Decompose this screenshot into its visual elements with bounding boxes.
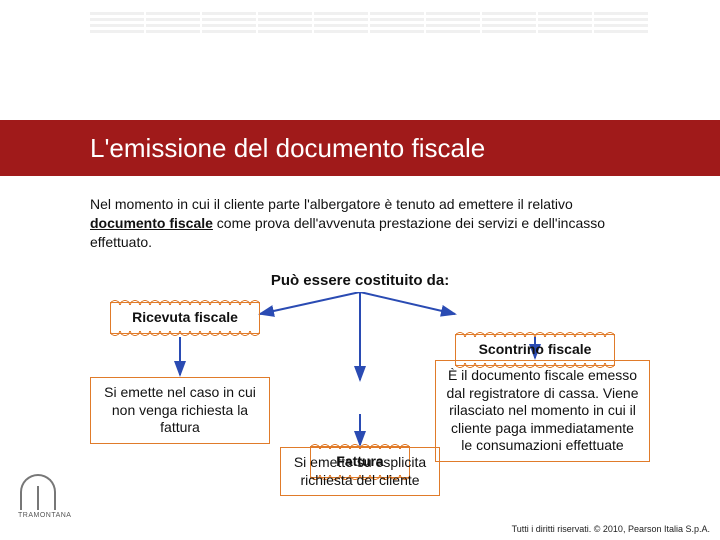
flowchart: Ricevuta fiscaleScontrino fiscaleFattura… bbox=[0, 292, 720, 502]
node-ricevuta: Ricevuta fiscale bbox=[110, 302, 260, 334]
slide: L'emissione del documento fiscale Nel mo… bbox=[0, 0, 720, 540]
intro-bold: documento fiscale bbox=[90, 215, 213, 231]
decorative-top-grid bbox=[90, 12, 650, 38]
intro-pre: Nel momento in cui il cliente parte l'al… bbox=[90, 196, 573, 212]
publisher-logo: TRAMONTANA bbox=[18, 474, 58, 522]
subtitle: Può essere costituito da: bbox=[0, 272, 720, 289]
logo-text: TRAMONTANA bbox=[18, 512, 58, 519]
node-scontrino_desc: È il documento fiscale emesso dal regist… bbox=[435, 360, 650, 462]
intro-paragraph: Nel momento in cui il cliente parte l'al… bbox=[90, 195, 650, 252]
copyright-footer: Tutti i diritti riservati. © 2010, Pears… bbox=[512, 524, 710, 534]
node-ricevuta_desc: Si emette nel caso in cui non venga rich… bbox=[90, 377, 270, 444]
slide-title: L'emissione del documento fiscale bbox=[90, 133, 485, 164]
title-bar: L'emissione del documento fiscale bbox=[0, 120, 720, 176]
node-fattura_desc: Si emette su esplicita richiesta del cli… bbox=[280, 447, 440, 496]
